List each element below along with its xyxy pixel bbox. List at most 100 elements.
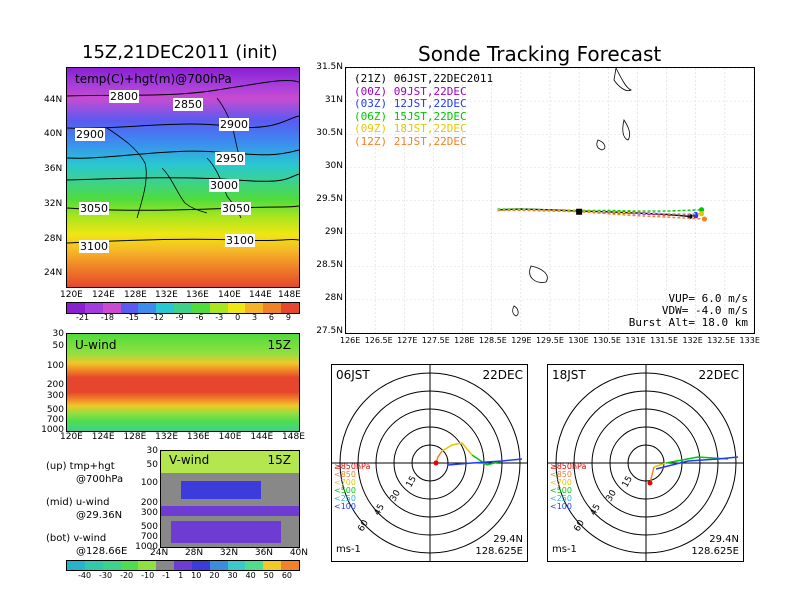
tracking-plot: [346, 68, 754, 333]
p-tick: 200: [140, 498, 158, 508]
colorbar-label: 50: [263, 571, 274, 580]
map-lon-tick: 140E: [218, 290, 241, 300]
lon-tick: 124E: [91, 432, 115, 442]
colorbar-label: 30: [227, 571, 238, 580]
contour-label: 2900: [75, 128, 105, 141]
lat-tick: 36N: [254, 548, 274, 558]
colorbar-label: -20: [120, 571, 134, 580]
map-lon-tick: 120E: [60, 290, 83, 300]
p-tick: 300: [140, 508, 158, 518]
wind-colorbar-swatch: [227, 561, 246, 570]
colorbar-label: -15: [125, 313, 139, 322]
lon-tick: 136E: [186, 432, 210, 442]
contour-label: 2850: [173, 98, 203, 111]
hodo-trace-mid: [653, 462, 667, 468]
lon-tick: 120E: [60, 432, 83, 442]
wind-colorbar-swatch: [156, 561, 175, 570]
coastline: [622, 119, 631, 141]
colorbar-label: -1: [162, 571, 171, 580]
temp-colorbar-swatch: [120, 303, 139, 313]
track-line-5: [497, 209, 705, 220]
lat-tick: 29N: [324, 227, 343, 237]
temp-colorbar-swatch: [245, 303, 264, 313]
wind-colorbar-swatch: [281, 561, 299, 570]
lon-tick: 126.5E: [364, 336, 393, 345]
hodo-levels: ≥850hPa <850 <700 <500 <250 <100: [550, 463, 586, 511]
map-lon-tick: 136E: [186, 290, 209, 300]
lat-tick: 28.5N: [316, 260, 343, 270]
lon-tick: 128.5E: [478, 336, 507, 345]
map-lon-tick: 132E: [155, 290, 178, 300]
colorbar-label: -3: [215, 313, 224, 322]
lon-tick: 129E: [511, 336, 532, 345]
lat-tick: 30N: [324, 161, 343, 171]
wind-colorbar-swatch: [209, 561, 228, 570]
colorbar-label: -18: [100, 313, 114, 322]
lat-tick: 27.5N: [316, 326, 343, 336]
contour-label: 3050: [79, 202, 109, 215]
u-lon-ticks: 120E 124E 128E 132E 136E 140E 144E 148E: [60, 432, 305, 442]
contour-label: 2800: [109, 90, 139, 103]
v-wind-band: [181, 481, 261, 499]
colorbar-label: -10: [141, 571, 155, 580]
lat-tick: 30.5N: [316, 128, 343, 138]
temp-colorbar-swatch: [191, 303, 210, 313]
lon-tick: 132.5E: [707, 336, 736, 345]
lon-tick: 127.5E: [421, 336, 450, 345]
legend-item: (03Z) 12JST,22DEC: [354, 97, 467, 110]
p-tick: 30: [52, 329, 64, 339]
hodograph-right: 18JST 22DEC 15 30 45 60 ≥850hPa <850 <70…: [547, 364, 744, 562]
wind-colorbar-swatch: [263, 561, 282, 570]
contour-label: 3050: [221, 202, 251, 215]
map-lat-tick: 40N: [44, 129, 63, 139]
temp-colorbar-swatch: [84, 303, 103, 313]
left-title: 15Z,21DEC2011 (init): [82, 42, 278, 63]
burst-value: Burst Alt= 18.0 km: [628, 316, 748, 329]
hodo-origin-dot: [647, 480, 653, 486]
colorbar-label: -9: [175, 313, 184, 322]
legend-mid: (mid) u-wind: [46, 497, 110, 508]
wind-colorbar-swatch: [102, 561, 121, 570]
hodo-trace-mid: [441, 442, 473, 456]
legend-item: (00Z) 09JST,22DEC: [354, 84, 467, 98]
contour-label: 3100: [79, 240, 109, 253]
map-lon-tick: 124E: [92, 290, 115, 300]
track-end-point-3: [698, 207, 705, 213]
p-tick: 500: [46, 405, 64, 415]
hodo-lat: 29.4N: [493, 534, 523, 545]
launch-point-marker: [576, 208, 583, 215]
u-wind-time: 15Z: [267, 338, 292, 352]
temp-colorbar-labels: -21 -18 -15 -12 -9 -6 -3 0 3 6 9: [76, 313, 291, 322]
level-item: <500: [550, 486, 572, 495]
hodo-unit: ms-1: [336, 544, 361, 555]
coastline: [596, 139, 606, 151]
lon-tick: 144E: [250, 432, 274, 442]
level-item: <700: [334, 478, 356, 487]
lat-tick: 24N: [150, 548, 169, 558]
tracking-panel: (21Z) 06JST,22DEC2011 (00Z) 09JST,22DEC …: [345, 67, 755, 334]
map-lon-tick: 148E: [278, 290, 301, 300]
colorbar-label: 3: [251, 313, 258, 322]
map-lon-tick: 144E: [249, 290, 272, 300]
lat-tick: 40N: [289, 548, 308, 558]
legend-item: (12Z) 21JST,22DEC: [354, 134, 467, 148]
temp-colorbar-swatch: [67, 303, 85, 313]
temp-colorbar-swatch: [102, 303, 121, 313]
v-wind-band: [161, 506, 299, 516]
hodo-unit: ms-1: [552, 544, 577, 555]
contour-label: 3100: [225, 234, 255, 247]
temp-colorbar-swatch: [156, 303, 175, 313]
p-tick: 700: [46, 415, 64, 425]
colorbar-label: -21: [76, 313, 90, 322]
coastline: [512, 305, 519, 317]
lon-tick: 127E: [397, 336, 418, 345]
level-item: <100: [334, 502, 356, 511]
hodo-date: 22DEC: [482, 368, 523, 382]
vup-value: VUP= 6.0 m/s: [668, 292, 748, 305]
lon-tick: 132E: [682, 336, 703, 345]
p-tick: 500: [140, 522, 158, 532]
hodo-levels: ≥850hPa <850 <700 <500 <250 <100: [334, 463, 370, 511]
v-wind-panel: V-wind 15Z: [160, 450, 300, 548]
track-line-4: [497, 209, 702, 215]
lon-tick: 132E: [155, 432, 179, 442]
